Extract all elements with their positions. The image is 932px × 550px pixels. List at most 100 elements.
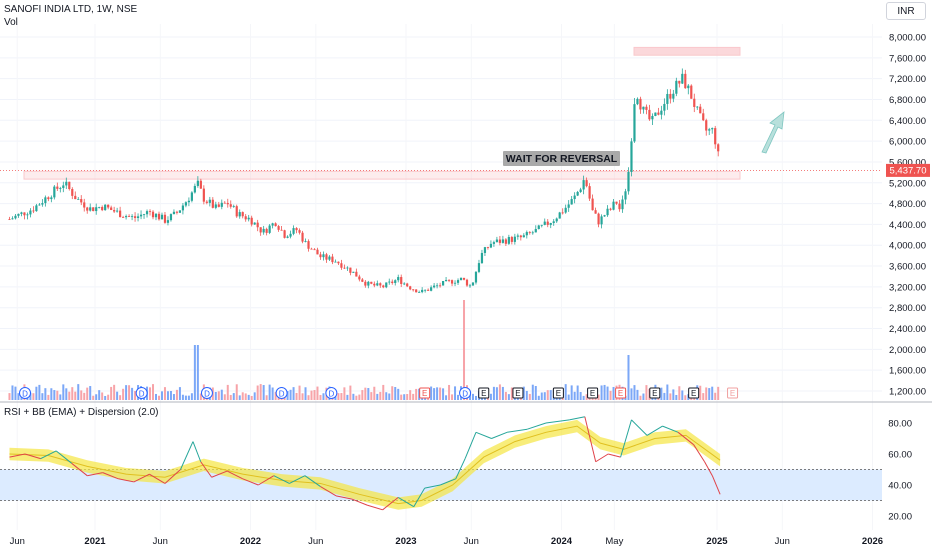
candle-body xyxy=(717,144,720,152)
candle-body xyxy=(642,106,645,110)
candle-body xyxy=(343,267,346,269)
volume-bar xyxy=(50,388,53,400)
candle-body xyxy=(543,221,546,225)
volume-bar xyxy=(184,395,187,400)
volume-bar xyxy=(53,390,56,400)
earnings-marker xyxy=(587,387,599,399)
volume-bar xyxy=(155,393,158,400)
earnings-marker-label: E xyxy=(515,389,520,398)
volume-bar xyxy=(573,391,576,400)
candle-body xyxy=(44,197,47,204)
rsi-line-segment xyxy=(455,458,466,480)
currency-selector[interactable]: INR xyxy=(886,2,926,20)
volume-bar xyxy=(11,385,14,400)
candle-body xyxy=(639,98,642,110)
volume-bar xyxy=(433,388,436,400)
volume-bar xyxy=(175,389,178,400)
volume-bar xyxy=(702,393,705,400)
candle-body xyxy=(166,220,170,223)
volume-bar xyxy=(107,394,110,400)
candle-body xyxy=(459,277,463,281)
rsi-line-segment xyxy=(118,478,134,483)
volume-bar xyxy=(80,390,83,400)
candle-body xyxy=(247,217,250,220)
volume-bar xyxy=(385,392,388,400)
rsi-tick-label: 40.00 xyxy=(888,481,912,492)
candle-body xyxy=(205,201,208,203)
volume-bar xyxy=(403,394,406,400)
candle-body xyxy=(169,214,173,221)
last-price-tag: 5,437.70 xyxy=(886,163,930,177)
candle-body xyxy=(56,186,59,189)
volume-bar xyxy=(379,391,382,400)
candle-body xyxy=(262,228,265,233)
volume-bar xyxy=(298,385,301,400)
price-tick-label: 4,400.00 xyxy=(889,220,926,231)
price-tick-label: 3,200.00 xyxy=(889,282,926,293)
rsi-line-segment xyxy=(424,484,441,489)
candle-body xyxy=(358,276,361,280)
candle-body xyxy=(163,214,167,223)
rsi-line-segment xyxy=(192,441,202,462)
volume-bar xyxy=(256,385,259,400)
volume-bar xyxy=(313,390,316,400)
volume-bar xyxy=(612,386,615,400)
dividend-marker xyxy=(325,387,338,399)
volume-bar xyxy=(711,386,714,400)
volume-bar xyxy=(68,391,71,400)
rsi-line-segment xyxy=(464,432,477,459)
rsi-line-segment xyxy=(320,486,337,497)
candle-body xyxy=(409,286,412,290)
candle-body xyxy=(160,214,164,220)
candle-body xyxy=(681,73,684,84)
volume-bar xyxy=(630,388,633,400)
candle-body xyxy=(711,128,714,130)
candle-body xyxy=(53,186,56,198)
arrow-up-icon xyxy=(761,111,785,154)
candle-body xyxy=(92,207,95,212)
candle-body xyxy=(648,109,651,120)
volume-bar xyxy=(358,394,361,400)
rsi-line-segment xyxy=(40,450,57,460)
rsi-line-segment xyxy=(335,495,352,500)
rsi-line-segment xyxy=(273,475,290,484)
volume-bar xyxy=(361,390,364,400)
volume-bar xyxy=(134,391,137,400)
rsi-line-segment xyxy=(258,475,275,486)
volume-bar xyxy=(29,392,32,400)
volume-bar xyxy=(492,386,495,400)
candle-body xyxy=(217,204,220,207)
volume-bar xyxy=(247,394,250,400)
volume-bar xyxy=(343,387,346,400)
volume-bar xyxy=(400,394,403,400)
volume-bar xyxy=(705,387,708,400)
candle-body xyxy=(220,202,223,207)
candle-body xyxy=(283,230,286,238)
volume-bar xyxy=(38,384,41,400)
candle-body xyxy=(552,221,555,223)
volume-bar xyxy=(116,391,119,400)
candle-body xyxy=(77,199,80,200)
volume-bar xyxy=(549,390,552,400)
candle-body xyxy=(101,206,104,211)
candle-body xyxy=(615,201,618,204)
candle-body xyxy=(570,199,573,205)
candle-body xyxy=(492,242,496,244)
candle-body xyxy=(669,93,672,99)
candle-body xyxy=(292,228,295,234)
candle-body xyxy=(489,243,493,248)
rsi-title: RSI + BB (EMA) + Dispersion (2.0) xyxy=(4,407,159,418)
candle-body xyxy=(456,280,460,283)
rsi-line-segment xyxy=(569,416,585,421)
dividend-marker-label: D xyxy=(328,390,334,399)
earnings-marker xyxy=(552,387,564,399)
volume-bar xyxy=(501,386,504,400)
volume-bar xyxy=(349,385,352,400)
time-tick-label: 2024 xyxy=(551,536,573,547)
volume-bar xyxy=(543,392,546,400)
candle-body xyxy=(693,98,696,107)
candle-body xyxy=(41,203,44,205)
candle-body xyxy=(119,210,122,218)
volume-bar xyxy=(160,391,163,400)
